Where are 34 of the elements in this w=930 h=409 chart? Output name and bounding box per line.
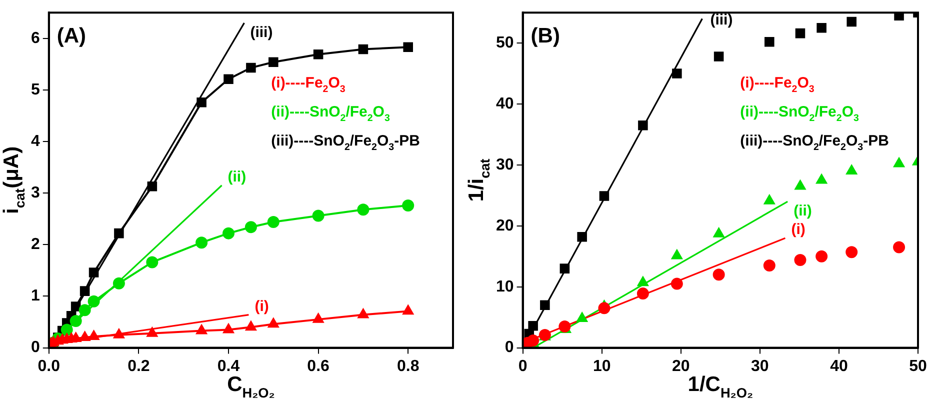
x-tick-label: 40 (830, 358, 848, 375)
y-tick-label: 5 (30, 81, 40, 98)
y-tick-label: 0 (30, 339, 40, 356)
x-tick-label: 20 (672, 358, 690, 375)
y-tick-label: 3 (30, 184, 40, 202)
x-tick-label: 0.4 (217, 358, 240, 375)
y-tick-label: 6 (30, 30, 40, 47)
y-tick-label: 50 (496, 34, 514, 52)
text: (A) (56, 24, 86, 48)
series-label: (iii) (250, 24, 273, 41)
text: (B) (530, 24, 560, 48)
y-tick-label: 4 (30, 132, 40, 150)
x-tick-label: 0 (518, 358, 528, 375)
x-tick-label: 50 (909, 358, 927, 375)
series-label: (iii) (710, 12, 733, 29)
y-tick-label: 0 (504, 339, 514, 356)
y-tick-label: 1 (30, 288, 40, 305)
x-tick-label: 0.8 (396, 358, 420, 375)
x-tick-label: 0.6 (307, 358, 330, 375)
series-label: (i) (791, 221, 806, 238)
y-tick-label: 2 (30, 236, 40, 254)
series-label: (ii) (228, 168, 246, 186)
x-tick-label: 0.0 (38, 358, 60, 375)
y-tick-label: 40 (496, 95, 514, 112)
series-label: (ii) (794, 202, 812, 220)
y-axis-title: 1/icat (465, 158, 492, 202)
x-tick-label: 0.2 (128, 358, 150, 375)
x-tick-label: 10 (592, 358, 611, 375)
y-axis-title: icat(μA) (0, 146, 28, 214)
series-label: (i) (254, 298, 269, 315)
y-tick-label: 20 (496, 217, 514, 234)
y-tick-label: 30 (496, 156, 514, 174)
y-tick-label: 10 (496, 278, 514, 296)
x-tick-label: 30 (751, 358, 769, 375)
